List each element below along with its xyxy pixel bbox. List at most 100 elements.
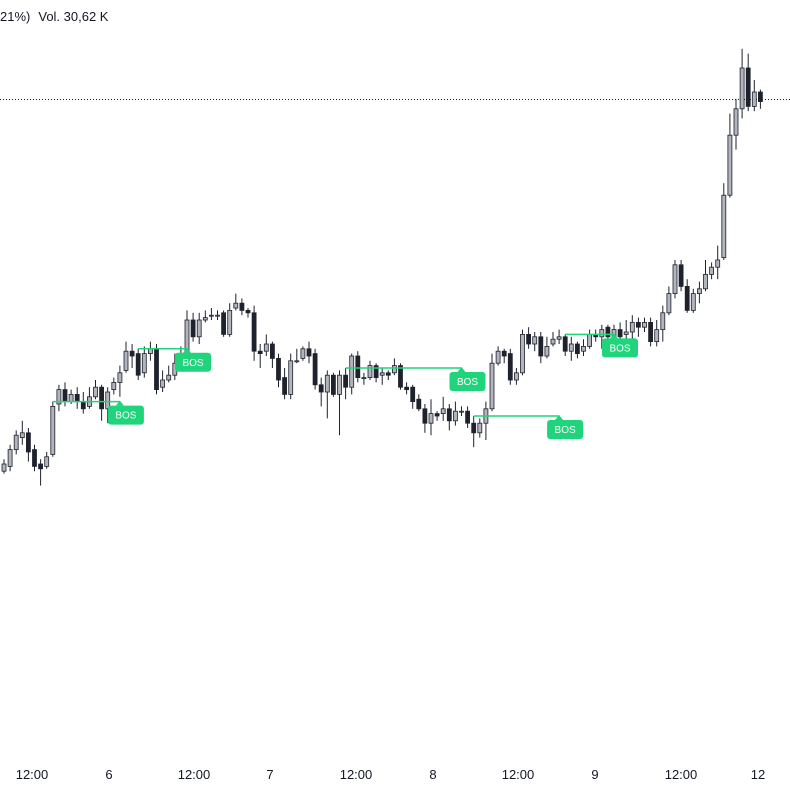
bos-label-pointer	[457, 367, 466, 372]
candle-body	[99, 386, 104, 410]
candle-body	[337, 374, 342, 395]
candle-body	[721, 194, 727, 258]
candle-body	[160, 379, 166, 388]
candle-body	[68, 393, 74, 402]
candle-body	[404, 386, 410, 391]
candle-body	[300, 348, 306, 359]
x-tick-label: 12:00	[177, 767, 211, 782]
bos-label-box	[107, 405, 144, 425]
candle-body	[684, 285, 690, 311]
bos-label-box	[449, 372, 486, 391]
bos-label-box	[547, 420, 584, 439]
bos-label-text: BOS	[609, 343, 630, 354]
candle-body	[245, 309, 251, 314]
candle-body	[452, 410, 458, 422]
candle-body	[227, 309, 233, 335]
candle-body	[398, 365, 403, 388]
candle-body	[135, 353, 141, 376]
candle-body	[581, 345, 586, 352]
candle-body	[666, 293, 672, 314]
candle-body	[74, 393, 80, 402]
candle-body	[196, 319, 202, 338]
candle-body	[562, 336, 568, 352]
candle-body	[221, 312, 227, 335]
candle-body	[672, 264, 678, 294]
candle-body	[599, 329, 605, 338]
candle-body	[459, 410, 464, 413]
candle-body	[428, 413, 434, 424]
candle-body	[123, 350, 129, 371]
candle-body	[215, 314, 220, 317]
bos-label-text: BOS	[115, 411, 136, 422]
candle-body	[440, 408, 446, 414]
x-tick-label: 12:00	[501, 767, 535, 782]
candle-body	[703, 273, 708, 290]
bos-label-box	[175, 352, 211, 372]
candle-body	[166, 374, 172, 381]
candle-body	[288, 360, 294, 395]
candle-body	[343, 374, 349, 388]
candle-body	[154, 348, 159, 390]
candle-body	[446, 408, 452, 422]
candle-body	[495, 350, 501, 364]
bos-label-pointer	[555, 415, 564, 420]
candle-body	[520, 333, 525, 374]
candle-body	[129, 350, 135, 357]
bos-label-pointer	[610, 333, 618, 339]
candle-body	[660, 312, 666, 330]
candle-body	[7, 449, 13, 467]
x-tick-label: 12:00	[15, 767, 49, 782]
x-tick-label: 12:00	[664, 767, 698, 782]
candle-body	[745, 67, 751, 107]
candle-body	[422, 408, 428, 424]
candle-body	[318, 384, 324, 393]
candle-body	[678, 264, 684, 287]
candle-body	[1, 463, 7, 472]
candle-body	[410, 386, 416, 403]
candle-body	[13, 434, 19, 451]
candle-body	[416, 398, 422, 410]
x-tick-label: 12	[750, 767, 766, 782]
candle-body	[556, 336, 562, 340]
candle-body	[62, 389, 68, 403]
candle-body	[648, 321, 653, 342]
candle-body	[507, 353, 513, 381]
candle-body	[715, 259, 721, 268]
bos-label-text: BOS	[555, 425, 576, 436]
candle-body	[208, 314, 214, 317]
candle-body	[355, 355, 361, 379]
candle-body	[550, 338, 556, 345]
x-tick-label: 9	[591, 767, 599, 782]
candle-body	[501, 350, 507, 357]
candle-body	[544, 345, 550, 357]
change-percent-label: 21%)	[0, 9, 31, 24]
candle-body	[373, 365, 379, 379]
candle-body	[727, 134, 733, 196]
candle-body	[605, 326, 611, 338]
candle-body	[105, 391, 111, 410]
candle-body	[111, 381, 117, 390]
candle-body	[141, 353, 147, 374]
candle-body	[32, 449, 37, 467]
candle-body	[733, 108, 739, 136]
candle-body	[361, 377, 367, 380]
candle-body	[739, 67, 745, 110]
candle-body	[19, 432, 25, 438]
candle-body	[709, 266, 714, 275]
candle-body	[654, 329, 660, 343]
candle-body	[477, 422, 483, 434]
candle-body	[294, 360, 300, 363]
candle-body	[349, 355, 355, 388]
candle-body	[44, 456, 50, 467]
candle-body	[202, 317, 208, 321]
candle-body	[697, 288, 702, 294]
candle-body	[526, 333, 531, 345]
candle-body	[434, 413, 440, 417]
candle-body	[190, 319, 196, 338]
x-tick-label: 7	[266, 767, 274, 782]
volume-label: Vol. 30,62 K	[38, 9, 109, 24]
candle-body	[330, 374, 336, 395]
bos-label-pointer	[115, 400, 124, 406]
candle-body	[465, 410, 471, 424]
